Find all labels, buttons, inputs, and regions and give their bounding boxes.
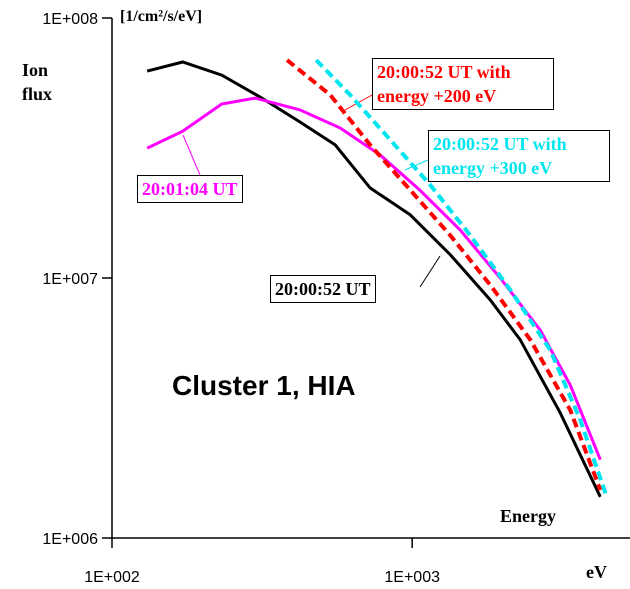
annotation: Cluster 1, HIA (172, 370, 356, 401)
y-tick-label: 1E+006 (42, 531, 98, 548)
leader (404, 159, 429, 171)
series-line (146, 60, 602, 498)
x-tick-label: 1E+002 (84, 569, 140, 586)
series-label: 20:00:52 UT (270, 275, 376, 303)
x-tick-label: 1E+003 (384, 569, 440, 586)
series-label: 20:00:52 UT with energy +300 eV (428, 130, 610, 182)
leader (419, 255, 441, 288)
x-unit: eV (586, 562, 607, 582)
leader (182, 134, 201, 176)
series-label: 20:01:04 UT (137, 175, 243, 203)
x-label: Energy (500, 506, 556, 526)
series-line (285, 58, 603, 491)
series-line (314, 58, 609, 496)
series-label: 20:00:52 UT with energy +200 eV (372, 58, 554, 110)
y-tick-label: 1E+008 (42, 11, 98, 28)
y-label: Ion flux (22, 60, 53, 104)
y-tick-label: 1E+007 (42, 271, 98, 288)
y-unit: [1/cm²/s/eV] (120, 8, 203, 25)
